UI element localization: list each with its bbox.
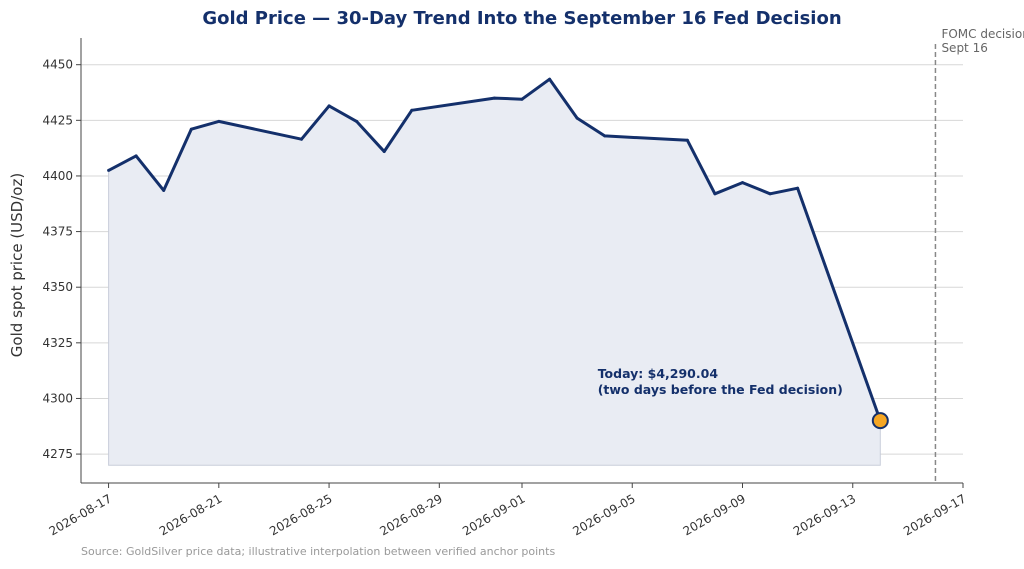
price-point — [107, 168, 111, 172]
y-axis-label: Gold spot price (USD/oz) — [8, 173, 26, 357]
source-note: Source: GoldSilver price data; illustrat… — [81, 545, 555, 558]
x-tick-label: 2026-09-01 — [460, 491, 527, 538]
annotation-line1: Today: $4,290.04 — [598, 366, 719, 381]
price-points — [107, 77, 882, 423]
price-point — [685, 138, 689, 142]
x-tick-label: 2026-08-17 — [47, 491, 114, 538]
y-tick-label: 4300 — [42, 391, 73, 405]
x-tick-label: 2026-08-25 — [267, 491, 334, 538]
price-point — [189, 127, 193, 131]
fomc-label-line2: Sept 16 — [941, 41, 987, 55]
x-tick-label: 2026-09-09 — [681, 491, 748, 538]
price-point — [327, 104, 331, 108]
annotation-line2: (two days before the Fed decision) — [598, 382, 843, 397]
x-tick-label: 2026-08-29 — [377, 491, 444, 538]
price-point — [162, 188, 166, 192]
y-tick-label: 4350 — [42, 280, 73, 294]
price-point — [410, 108, 414, 112]
chart-title: Gold Price — 30-Day Trend Into the Septe… — [202, 8, 841, 29]
price-point — [741, 181, 744, 185]
price-point — [603, 134, 607, 138]
fomc-label-line1: FOMC decision — [941, 27, 1024, 41]
today-marker — [871, 412, 889, 430]
price-point — [134, 154, 138, 158]
area-fill — [108, 78, 881, 466]
y-axis-ticks: 4275 4300 4325 4350 4375 4400 4425 4450 — [42, 58, 81, 461]
y-tick-label: 4400 — [42, 169, 73, 183]
price-point — [382, 150, 386, 153]
x-tick-label: 2026-09-13 — [791, 491, 858, 538]
price-point — [355, 119, 359, 123]
price-point — [768, 192, 772, 196]
x-tick-label: 2026-08-21 — [157, 491, 224, 538]
price-point — [548, 77, 552, 81]
price-point — [300, 137, 303, 141]
y-tick-label: 4375 — [42, 225, 73, 239]
x-axis-ticks: 2026-08-17 2026-08-21 2026-08-25 2026-08-29… — [47, 483, 969, 538]
y-tick-label: 4450 — [42, 58, 73, 72]
y-tick-label: 4425 — [42, 113, 73, 127]
y-tick-label: 4325 — [42, 336, 73, 350]
price-point — [492, 96, 496, 100]
price-point — [520, 97, 524, 101]
price-point — [796, 186, 800, 190]
price-point — [713, 192, 717, 196]
y-tick-label: 4275 — [42, 447, 73, 461]
price-point — [575, 116, 579, 120]
x-tick-label: 2026-09-05 — [570, 491, 637, 538]
price-point — [217, 119, 221, 123]
x-tick-label: 2026-09-17 — [901, 491, 968, 538]
